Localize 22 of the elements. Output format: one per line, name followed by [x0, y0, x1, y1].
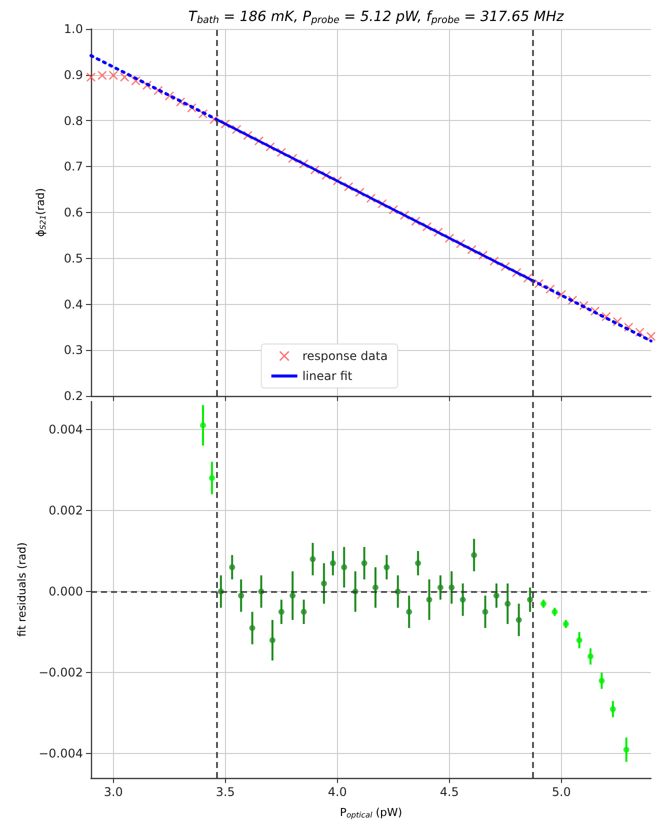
y-tick-label: −0.002 — [38, 666, 83, 680]
x-tick-label: 3.0 — [104, 785, 123, 800]
y-tick-label: 0.3 — [64, 343, 83, 358]
y-tick-label: 0.000 — [48, 584, 83, 599]
legend-label: response data — [302, 349, 388, 363]
y-tick-label: −0.004 — [38, 746, 83, 761]
y-tick-label: 0.002 — [48, 503, 83, 518]
y-tick-label: 0.7 — [64, 160, 83, 174]
x-tick-label: 3.5 — [216, 785, 235, 800]
x-tick-label: 4.5 — [440, 785, 459, 800]
y-axis-title: fit residuals (rad) — [16, 542, 29, 637]
y-tick-label: 0.9 — [64, 68, 83, 82]
y-tick-label: 0.2 — [64, 389, 83, 403]
y-tick-label: 0.004 — [48, 422, 83, 436]
legend-label: linear fit — [302, 369, 353, 383]
y-tick-label: 0.5 — [64, 251, 83, 266]
y-tick-label: 0.8 — [64, 114, 83, 128]
x-tick-label: 4.0 — [328, 785, 347, 800]
x-tick-label: 5.0 — [552, 785, 571, 800]
y-tick-label: 0.4 — [64, 297, 83, 312]
y-tick-label: 1.0 — [64, 22, 83, 36]
y-tick-label: 0.6 — [64, 206, 83, 220]
